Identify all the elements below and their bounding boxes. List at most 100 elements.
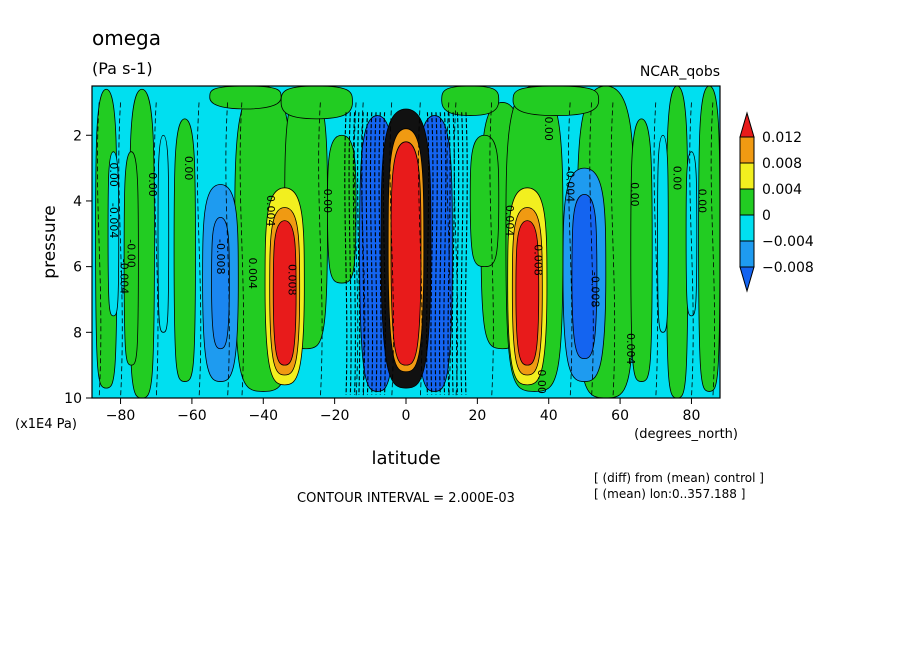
negative-lobe-south-core (211, 216, 230, 350)
colorbar-segment (739, 188, 755, 216)
negative-contour-line (446, 102, 451, 398)
negative-contour-line (154, 102, 159, 398)
contour-label: 0.004 (503, 205, 516, 237)
positive-region-green-11 (630, 118, 653, 382)
equatorial-contour-line (460, 112, 464, 395)
equatorial-contour-line (382, 112, 386, 395)
equatorial-contour-line (348, 112, 352, 395)
dataset-label: NCAR_qobs (640, 64, 720, 80)
contour-label: 0.00 (696, 189, 709, 214)
y-axis-title: pressure (40, 205, 60, 278)
contour-label: 0.00 (671, 166, 684, 191)
x-axis: −80 −60 −40 −20 0 20 40 60 80 (106, 398, 701, 424)
negative-contour-line (689, 102, 694, 398)
equatorial-contour-line (344, 112, 348, 395)
chart-title: omega (92, 26, 161, 50)
negative-contour-line (653, 102, 658, 398)
negative-contour-line (453, 102, 459, 398)
equatorial-contour-line (352, 112, 356, 395)
equatorial-contour-line (434, 112, 438, 395)
contour-label: 0.00 (146, 172, 159, 197)
positive-region-green-15 (512, 86, 600, 116)
y-tick-label: 4 (73, 194, 82, 210)
positive-region-green-2 (173, 118, 196, 382)
x-axis-title: latitude (371, 448, 440, 469)
negative-contour-line (353, 102, 359, 398)
colorbar-segment (739, 136, 755, 164)
equatorial-contour-line (378, 112, 382, 395)
contour-label: 0.004 (246, 257, 259, 289)
colorbar-min-arrow (739, 266, 755, 293)
contour-label: 0.00 (107, 162, 120, 187)
y-tick-label: 10 (64, 391, 82, 407)
contour-label: 0.00 (628, 182, 641, 207)
contour-label: 0.004 (264, 195, 277, 227)
colorbar: 0.012 0.008 0.004 0 −0.004 −0.008 (739, 111, 814, 293)
contour-label: -0.004 (107, 203, 120, 238)
equatorial-contour-line (447, 112, 451, 395)
x-tick-label: 40 (540, 408, 558, 424)
equatorial-contour-line (430, 112, 434, 395)
positive-region-green-14 (209, 86, 282, 110)
equatorial-contour-line (438, 112, 443, 395)
x-tick-label: −60 (177, 408, 207, 424)
colorbar-segment (739, 240, 755, 268)
negative-region-cyan-1 (157, 134, 170, 333)
negative-contour-line (361, 102, 366, 398)
equatorial-contour-line (426, 112, 430, 395)
contour-label: 0.00 (542, 116, 555, 141)
contour-label-layer: 0.00 0.000.00-0.004-0.00-0.004-0.008 0.004… (107, 116, 709, 393)
negative-contour-line (196, 102, 202, 398)
colorbar-label: 0.012 (762, 130, 802, 146)
colorbar-max-arrow (739, 111, 755, 138)
contour-label: 0.00 (535, 369, 548, 394)
contour-label: 0.00 (321, 189, 334, 214)
contour-label: 0.008 (285, 264, 298, 296)
x-axis-units: (degrees_north) (634, 427, 738, 442)
equatorial-contour-line (357, 112, 361, 395)
contour-label: 0.008 (531, 244, 544, 276)
equatorial-contour-line (369, 112, 374, 395)
colorbar-label: −0.008 (762, 260, 814, 276)
chart-units: (Pa s-1) (92, 59, 153, 78)
x-tick-label: −40 (248, 408, 278, 424)
negative-contour-line (418, 102, 423, 398)
diff-note: [ (diff) from (mean) control ] (594, 471, 764, 485)
positive-lobe-1-red (515, 220, 540, 366)
contour-interval-note: CONTOUR INTERVAL = 2.000E-03 (297, 491, 515, 506)
negative-region-cyan-3 (657, 134, 669, 333)
y-tick-label: 2 (73, 128, 82, 144)
equatorial-positive-core (390, 141, 422, 366)
negative-contour-line (589, 102, 594, 398)
negative-contour-line (489, 102, 494, 398)
y-axis-units: (x1E4 Pa) (15, 417, 77, 432)
positive-region-green-17 (441, 86, 500, 116)
contour-label: -0.004 (118, 259, 131, 294)
y-axis: 2 4 6 8 10 (64, 128, 92, 407)
contour-label: -0.008 (214, 239, 227, 274)
x-tick-label: −80 (106, 408, 136, 424)
contour-label: -0.00 (125, 239, 138, 267)
negative-contour-line (225, 102, 230, 398)
contour-line-layer (97, 102, 715, 398)
colorbar-segment (739, 162, 755, 190)
contour-label: 0.004 (624, 333, 637, 365)
negative-contour-line (318, 102, 323, 398)
positive-lobe-0-red (272, 220, 297, 366)
colorbar-label: −0.004 (762, 234, 814, 250)
negative-contour-line (118, 102, 123, 398)
contour-label: -0.008 (589, 272, 602, 307)
positive-region-green-12 (666, 86, 689, 398)
x-tick-label: 20 (468, 408, 486, 424)
positive-region-green-16 (280, 86, 353, 120)
y-tick-label: 8 (73, 325, 82, 341)
equatorial-contour-line (361, 112, 365, 395)
negative-contour-line (389, 102, 394, 398)
colorbar-label: 0.008 (762, 156, 802, 172)
x-tick-label: 80 (683, 408, 701, 424)
negative-contour-line (568, 102, 573, 398)
negative-contour-line (239, 102, 244, 398)
equatorial-contour-line (451, 112, 455, 395)
positive-region-green-9 (469, 134, 500, 268)
